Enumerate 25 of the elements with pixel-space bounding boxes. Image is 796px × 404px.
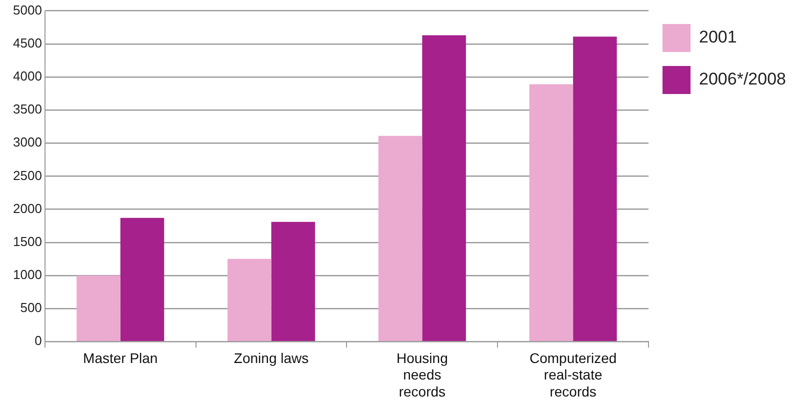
y-tick-label: 500 [20,300,42,316]
y-tick-label: 4000 [13,68,42,84]
x-tick-label: Computerized real-state records [529,350,617,400]
bar [378,136,422,341]
y-tick-label: 3000 [13,134,42,150]
y-tick-label: 1500 [13,234,42,249]
bar [573,36,617,341]
bar [228,258,272,341]
x-tick-label: Zoning laws [234,350,309,366]
bar [76,275,120,341]
y-tick-label: 5000 [13,2,42,18]
y-tick-label: 2000 [13,200,42,216]
bar [529,84,574,341]
bar [271,222,316,341]
y-tick-label: 3500 [13,102,42,117]
y-tick-label: 1000 [13,267,42,282]
legend-label: 2006*/2008 [699,70,786,89]
x-tick-label: Master Plan [83,350,158,366]
y-tick-label: 4500 [13,35,42,50]
x-tick-label: Housing needs records [396,350,448,400]
legend-label: 2001 [699,28,737,47]
bar [422,35,466,341]
y-tick-label: 2500 [13,168,42,183]
bar [120,218,164,341]
y-tick-label: 0 [34,333,42,348]
